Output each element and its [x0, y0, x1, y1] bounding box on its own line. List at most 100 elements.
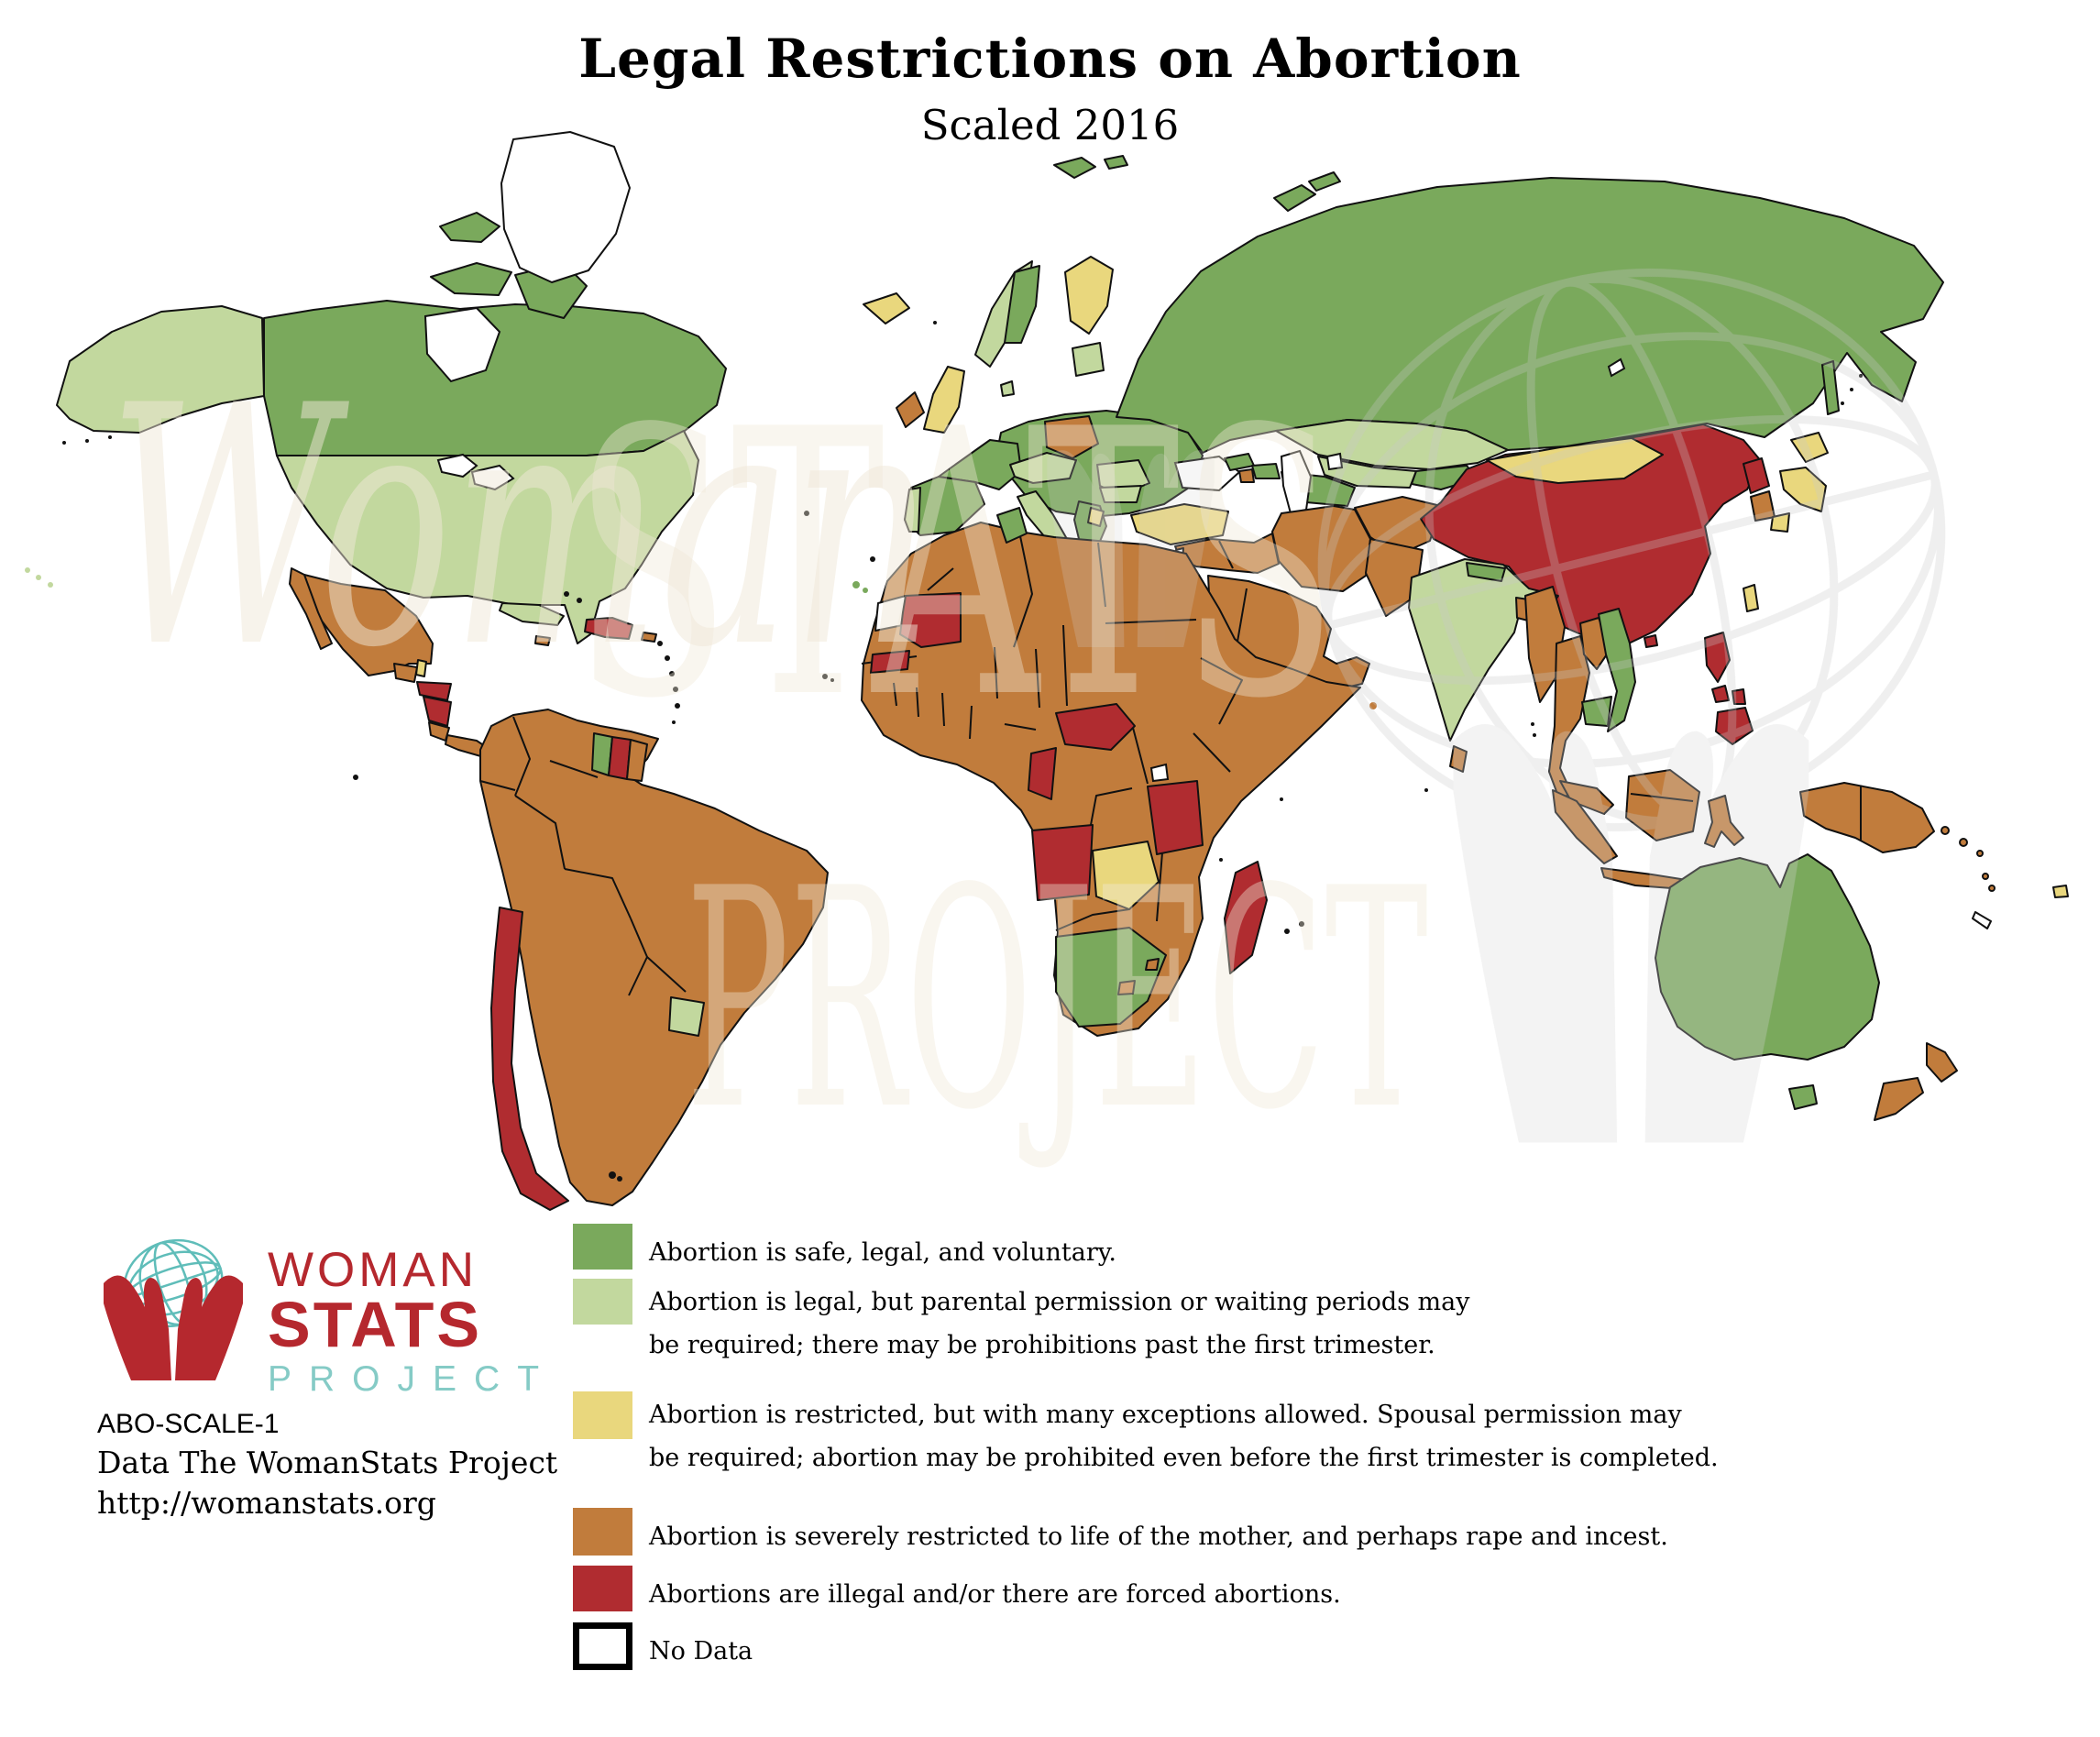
- country-serbia: [1087, 507, 1105, 527]
- watermark-hands-icon: [1453, 724, 1809, 1143]
- country-bulgaria: [1099, 485, 1142, 503]
- hudson-bay: [423, 306, 501, 383]
- watermark-project-text: PROJECT: [686, 824, 1429, 1176]
- legend-label: Abortions are illegal and/or there are f…: [649, 1580, 1341, 1609]
- lake-victoria: [1149, 763, 1170, 783]
- country-angola: [1031, 824, 1094, 901]
- watermark-woman-text: Woman: [108, 335, 933, 720]
- legend-swatch-illegal: [573, 1566, 632, 1611]
- country-iran: [1271, 505, 1371, 592]
- nz-north-island: [1926, 1042, 1958, 1083]
- continent-north-america: [56, 131, 727, 758]
- legend-swatch-no-data: [573, 1622, 632, 1670]
- country-armenia: [1238, 468, 1255, 483]
- country-ireland: [896, 391, 925, 428]
- country-poland: [1044, 415, 1099, 459]
- legend-label: Abortion is legal, but parental permissi…: [649, 1288, 1470, 1316]
- hands-icon: [104, 1275, 243, 1380]
- country-madagascar: [1224, 861, 1268, 974]
- country-thailand: [1548, 635, 1590, 802]
- aral-sea: [1325, 452, 1344, 471]
- japan-honshu: [1779, 467, 1827, 512]
- legend-swatch-legal-limits: [573, 1279, 632, 1325]
- source-url: http://womanstats.org: [97, 1485, 436, 1521]
- data-credit: Data The WomanStats Project: [97, 1445, 558, 1480]
- legend-label: be required; abortion may be prohibited …: [649, 1444, 1719, 1472]
- legend-swatch-severe: [573, 1508, 632, 1556]
- legend-swatch-safe: [573, 1224, 632, 1270]
- philippines-luzon: [1704, 632, 1731, 683]
- country-uzbekistan: [1317, 456, 1417, 489]
- novaya-zemlya: [1273, 184, 1316, 212]
- legend-label: Abortion is restricted, but with many ex…: [649, 1401, 1682, 1429]
- legend-row: No Data: [573, 1622, 753, 1673]
- legend-label: be required; there may be prohibitions p…: [649, 1331, 1435, 1359]
- country-iceland: [863, 292, 910, 324]
- logo-woman-text: WOMAN: [268, 1243, 478, 1297]
- black-sea: [1173, 455, 1241, 492]
- country-finland: [1064, 256, 1114, 335]
- country-pakistan: [1365, 538, 1424, 617]
- country-sri-lanka: [1449, 745, 1468, 773]
- womanstats-logo-icon: [104, 1238, 243, 1380]
- country-belize: [415, 659, 427, 677]
- watermark-stats-text: STATS: [573, 353, 1338, 779]
- japan-kyushu: [1770, 512, 1790, 533]
- country-zambia: [1092, 841, 1160, 910]
- island-hainan: [1644, 634, 1658, 648]
- country-spain: [904, 476, 985, 536]
- south-america-main: [479, 709, 829, 1206]
- region-asia: [1408, 423, 1935, 890]
- country-tanzania: [1147, 780, 1204, 855]
- island-sumatra: [1552, 789, 1618, 864]
- watermark-globe-icon: [1317, 269, 1946, 1143]
- country-chile: [490, 907, 569, 1211]
- new-caledonia: [1972, 911, 1992, 929]
- continent-south-america: [479, 709, 829, 1211]
- scale-id: ABO-SCALE-1: [97, 1409, 280, 1439]
- page-title: Legal Restrictions on Abortion: [578, 27, 1522, 90]
- logo-project-text: PROJECT: [268, 1359, 557, 1399]
- country-senegal: [870, 650, 910, 674]
- japan-hokkaido: [1790, 432, 1829, 463]
- country-lesotho: [1117, 980, 1136, 995]
- region-middle-east: [1130, 496, 1442, 699]
- country-usa: [276, 430, 699, 644]
- country-greenland: [500, 131, 631, 283]
- island-sulawesi: [1704, 795, 1744, 848]
- country-uruguay: [668, 996, 705, 1037]
- legend-row: Abortion is restricted, but with many ex…: [573, 1391, 1719, 1479]
- philippines-mindanao: [1715, 707, 1754, 745]
- country-taiwan: [1743, 584, 1759, 612]
- baja-california: [289, 567, 333, 650]
- watermark-hands-small-icon: [1047, 450, 1215, 647]
- logo-stats-text: STATS: [268, 1289, 483, 1360]
- legend-row: Abortions are illegal and/or there are f…: [573, 1566, 1341, 1616]
- country-guatemala: [393, 663, 418, 683]
- legend-row: Abortion is safe, legal, and voluntary.: [573, 1224, 1116, 1274]
- country-australia: [1655, 853, 1880, 1061]
- country-south-africa: [1055, 927, 1167, 1028]
- legend-row: Abortion is legal, but parental permissi…: [573, 1279, 1470, 1367]
- country-azerbaijan: [1251, 463, 1281, 479]
- island-new-guinea: [1799, 782, 1935, 853]
- africa-main: [861, 522, 1361, 1037]
- country-swaziland: [1145, 958, 1160, 971]
- small-islands: [25, 321, 1863, 1182]
- watermark-text: Woman STATS PROJECT: [108, 335, 1429, 1176]
- country-denmark: [1000, 380, 1015, 397]
- legend-label: No Data: [649, 1637, 753, 1666]
- country-nepal: [1466, 562, 1506, 582]
- continent-africa: [861, 507, 1361, 1037]
- page-subtitle: Scaled 2016: [920, 101, 1180, 149]
- country-puerto-rico: [641, 632, 657, 643]
- country-jamaica: [534, 635, 551, 646]
- country-tunisia: [996, 507, 1028, 544]
- country-turkey: [1130, 503, 1229, 545]
- country-uk: [923, 366, 965, 434]
- country-fiji: [2052, 885, 2069, 898]
- lake-baikal: [1607, 357, 1626, 378]
- country-vietnam: [1598, 608, 1636, 732]
